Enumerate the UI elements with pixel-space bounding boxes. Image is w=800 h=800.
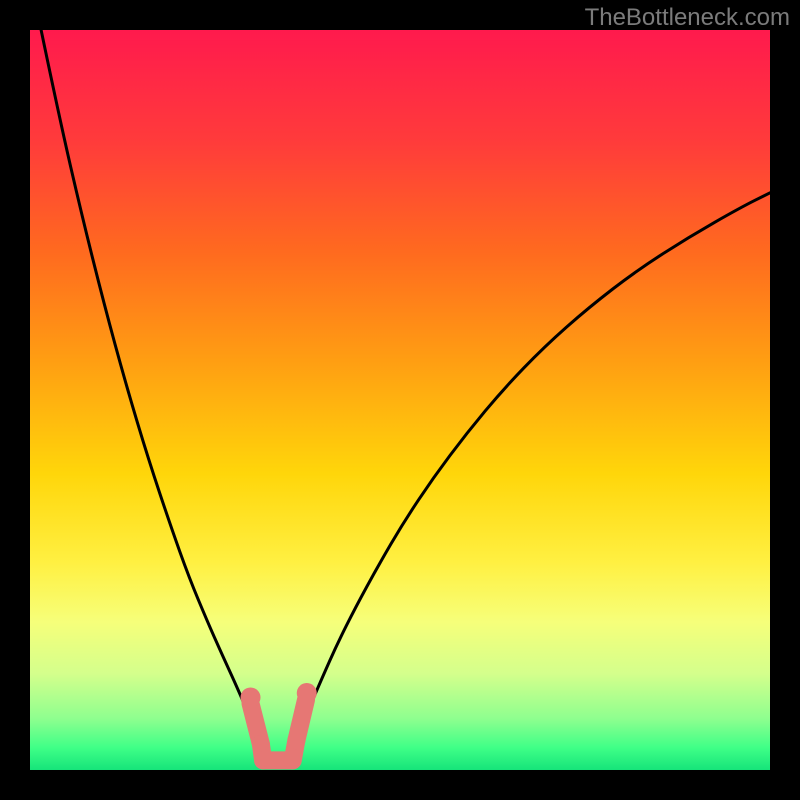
trough-marker-end-dot	[297, 683, 317, 703]
trough-marker-segment	[296, 700, 306, 741]
chart-frame: TheBottleneck.com	[0, 0, 800, 800]
chart-svg	[30, 30, 770, 770]
trough-marker-end-dot	[241, 687, 261, 707]
gradient-background	[30, 30, 770, 770]
watermark-text: TheBottleneck.com	[585, 4, 790, 32]
plot-area	[30, 30, 770, 770]
